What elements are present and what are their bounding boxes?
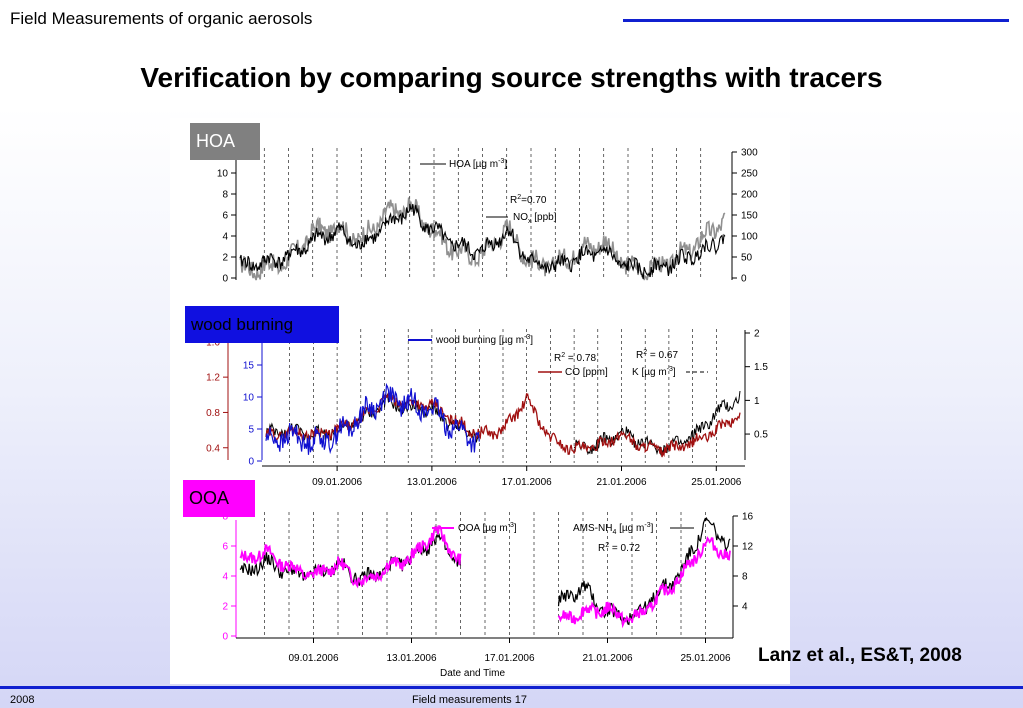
hoa-legend1: HOA [µg m-3]: [449, 158, 507, 170]
citation: Lanz et al., ES&T, 2008: [758, 645, 962, 666]
wb-panel: 0.40.81.21.6 05101520 0.511.52 09.01.200…: [206, 329, 768, 489]
hoa-y-left-tick-label: 6: [222, 211, 228, 222]
ooa-y-left-ticks: 0 2 4 6 8: [222, 512, 236, 643]
ooa-y-left-tick-label: 6: [222, 542, 228, 553]
wb-x-tick-label: 13.01.2006: [407, 477, 457, 488]
hoa-y-left-tick-label: 8: [222, 190, 228, 201]
ooa-y-right-tick-label: 12: [742, 542, 754, 553]
wb-y-outer-tick-label: 1.2: [206, 373, 220, 384]
wb-y-right-tick-label: 0.5: [754, 430, 768, 441]
hoa-series-hoa: [239, 203, 726, 280]
figure: 0 2 4 6 8 10 0 50 100 150 200 250 300 HOA [µg m-3] …: [170, 118, 790, 684]
hoa-y-right-tick-label: 100: [741, 232, 758, 243]
wb-r2b: R2 = 0.67: [636, 349, 678, 361]
wb-legend1: wood burning [µg m-3]: [435, 334, 533, 346]
ooa-y-left-tick-label: 0: [222, 632, 228, 643]
hoa-label: HOA: [190, 123, 260, 160]
hoa-y-right-ticks: 0 50 100 150 200 250 300: [732, 148, 758, 285]
ooa-legend2: AMS-NH4 [µg m-3]: [573, 522, 654, 536]
header-rule: [623, 19, 1009, 22]
wb-y-inner-tick-label: 0: [248, 457, 254, 468]
wb-y-outer-tick-label: 0.8: [206, 408, 220, 419]
hoa-r2: R2=0.70: [510, 194, 547, 206]
ooa-y-right-tick-label: 8: [742, 572, 748, 583]
wb-label-text: wood burning: [191, 315, 294, 334]
hoa-y-left-tick-label: 10: [217, 169, 229, 180]
ooa-legend1: OOA [µg m-3]: [458, 522, 517, 534]
wb-x-ticks: 09.01.2006 13.01.2006 17.01.2006 21.01.2006…: [312, 466, 742, 488]
wb-legend2: CO [ppm]: [565, 367, 608, 378]
ooa-y-right-ticks: 4 8 12 16: [733, 512, 754, 613]
ooa-y-left-tick-label: 2: [222, 602, 228, 613]
wb-y-inner-tick-label: 5: [248, 425, 254, 436]
hoa-y-right-tick-label: 0: [741, 274, 747, 285]
slide-title: Verification by comparing source strengt…: [140, 62, 883, 93]
wb-y-right-tick-label: 1: [754, 396, 760, 407]
wb-y-outer-tick-label: 0.4: [206, 443, 220, 454]
ooa-panel: 0 2 4 6 8 4 8 12 16 09.01.2006 13.01.2006 17.01.2…: [222, 512, 753, 680]
wb-y-inner-tick-label: 15: [243, 361, 255, 372]
footer-rule: [0, 686, 1023, 689]
hoa-label-text: HOA: [196, 131, 236, 151]
wb-series-wood-burning: [265, 382, 480, 455]
wb-r2a: R2 = 0.78: [554, 352, 596, 364]
ooa-x-tick-label: 17.01.2006: [484, 653, 534, 664]
ooa-r2: R2 = 0.72: [598, 542, 640, 554]
wb-x-tick-label: 17.01.2006: [502, 477, 552, 488]
ooa-y-left-tick-label: 8: [222, 512, 228, 523]
wb-y-inner-tick-label: 10: [243, 393, 255, 404]
hoa-legend2: NOx [ppb]: [513, 212, 557, 225]
footer-page: Field measurements 17: [412, 694, 527, 706]
hoa-y-right-tick-label: 200: [741, 190, 758, 201]
hoa-y-right-tick-label: 250: [741, 169, 758, 180]
ooa-y-right-tick-label: 16: [742, 512, 754, 523]
hoa-y-left-tick-label: 2: [222, 253, 228, 264]
ooa-x-tick-label: 09.01.2006: [288, 653, 338, 664]
wb-x-tick-label: 25.01.2006: [691, 477, 741, 488]
wb-x-tick-label: 09.01.2006: [312, 477, 362, 488]
wb-y-right-tick-label: 1.5: [754, 362, 768, 373]
hoa-y-right-tick-label: 50: [741, 253, 753, 264]
wb-y-right-tick-label: 2: [754, 329, 760, 340]
wb-label: wood burning: [185, 306, 339, 343]
ooa-x-tick-label: 21.01.2006: [582, 653, 632, 664]
wb-y-inner-ticks: 05101520: [243, 329, 262, 468]
ooa-x-tick-label: 25.01.2006: [680, 653, 730, 664]
ooa-label-text: OOA: [189, 488, 230, 508]
hoa-y-right-tick-label: 300: [741, 148, 758, 159]
hoa-y-left-tick-label: 0: [222, 274, 228, 285]
ooa-y-left-tick-label: 4: [222, 572, 228, 583]
hoa-day-gridlines: [263, 148, 702, 280]
wb-y-right-ticks: 0.5 1 1.5 2: [745, 329, 768, 441]
wb-legend3: K [µg m-3]: [632, 366, 676, 378]
wb-y-outer-ticks: 0.40.81.21.6: [206, 337, 228, 454]
header-title: Field Measurements of organic aerosols: [10, 9, 313, 28]
ooa-label: OOA: [183, 480, 255, 517]
wb-x-tick-label: 21.01.2006: [596, 477, 646, 488]
ooa-y-right-tick-label: 4: [742, 602, 748, 613]
hoa-y-left-ticks: 0 2 4 6 8 10: [217, 169, 236, 285]
hoa-y-right-tick-label: 150: [741, 211, 758, 222]
ooa-x-tick-label: 13.01.2006: [386, 653, 436, 664]
ooa-series-ooa: [239, 525, 731, 629]
ooa-x-axis-label: Date and Time: [440, 668, 505, 679]
ooa-x-ticks: 09.01.2006 13.01.2006 17.01.2006 21.01.2006…: [288, 638, 731, 664]
hoa-y-left-tick-label: 4: [222, 232, 228, 243]
footer-year: 2008: [10, 694, 35, 706]
